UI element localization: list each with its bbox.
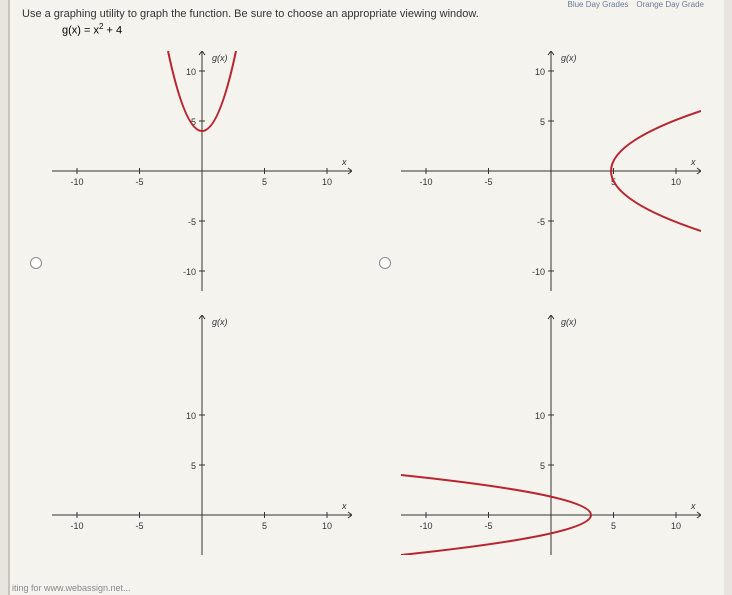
option-c[interactable]: -10 -5 5 10 10 5 g(x) x	[22, 307, 363, 563]
svg-text:-10: -10	[183, 267, 196, 277]
option-b[interactable]: -10 -5 5 10 10 5 -5 -10 g(x) x	[371, 43, 712, 299]
svg-text:-10: -10	[419, 521, 432, 531]
chart-b: -10 -5 5 10 10 5 -5 -10 g(x) x	[401, 51, 701, 291]
svg-text:x: x	[341, 157, 347, 167]
svg-text:10: 10	[671, 177, 681, 187]
svg-text:5: 5	[191, 461, 196, 471]
svg-text:10: 10	[186, 67, 196, 77]
svg-text:g(x): g(x)	[212, 53, 228, 63]
svg-text:-10: -10	[70, 521, 83, 531]
svg-text:5: 5	[540, 117, 545, 127]
svg-text:x: x	[690, 157, 696, 167]
svg-text:5: 5	[611, 521, 616, 531]
question-text: Use a graphing utility to graph the func…	[22, 8, 712, 20]
svg-text:-5: -5	[484, 521, 492, 531]
svg-text:5: 5	[262, 177, 267, 187]
svg-text:g(x): g(x)	[212, 317, 228, 327]
svg-text:g(x): g(x)	[561, 317, 577, 327]
svg-text:10: 10	[322, 521, 332, 531]
radio-b[interactable]	[379, 257, 391, 269]
svg-text:-5: -5	[484, 177, 492, 187]
header-link-orange[interactable]: Orange Day Grade	[636, 0, 704, 4]
header-link-blue[interactable]: Blue Day Grades	[567, 0, 628, 4]
status-bar: iting for www.webassign.net...	[12, 583, 131, 593]
svg-text:x: x	[690, 501, 696, 511]
svg-text:5: 5	[540, 461, 545, 471]
svg-text:-5: -5	[188, 217, 196, 227]
radio-a[interactable]	[30, 257, 42, 269]
svg-text:-10: -10	[70, 177, 83, 187]
option-a[interactable]: -10 -5 5 10 10 5 -5 -10 g(x) x	[22, 43, 363, 299]
svg-text:10: 10	[671, 521, 681, 531]
formula: g(x) = x2 + 4	[62, 22, 712, 37]
svg-text:-10: -10	[532, 267, 545, 277]
svg-text:10: 10	[186, 411, 196, 421]
svg-text:-10: -10	[419, 177, 432, 187]
svg-text:10: 10	[535, 67, 545, 77]
svg-text:-5: -5	[135, 177, 143, 187]
chart-a: -10 -5 5 10 10 5 -5 -10 g(x) x	[52, 51, 352, 291]
chart-grid: -10 -5 5 10 10 5 -5 -10 g(x) x	[22, 43, 712, 563]
svg-text:x: x	[341, 501, 347, 511]
svg-text:-5: -5	[135, 521, 143, 531]
svg-text:10: 10	[322, 177, 332, 187]
svg-text:10: 10	[535, 411, 545, 421]
chart-d: -10 -5 5 10 10 5 g(x) x	[401, 315, 701, 555]
chart-c: -10 -5 5 10 10 5 g(x) x	[52, 315, 352, 555]
svg-text:5: 5	[262, 521, 267, 531]
svg-text:g(x): g(x)	[561, 53, 577, 63]
svg-text:-5: -5	[537, 217, 545, 227]
option-d[interactable]: -10 -5 5 10 10 5 g(x) x	[371, 307, 712, 563]
